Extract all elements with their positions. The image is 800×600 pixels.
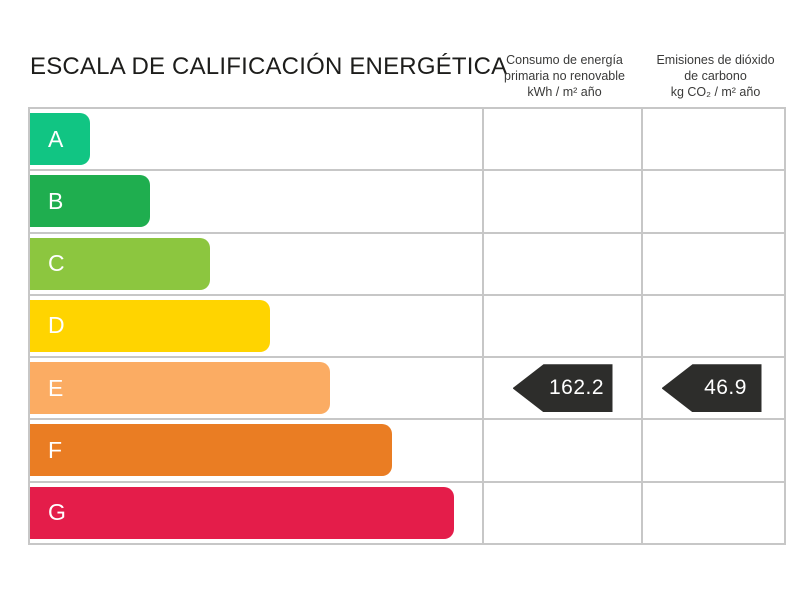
emissions-column-header: Emisiones de dióxido de carbono kg CO₂ /…: [645, 52, 786, 100]
emissions-cell-c: [643, 234, 780, 294]
rating-row-b: B: [30, 171, 784, 234]
consumption-column-header: Consumo de energía primaria no renovable…: [484, 52, 645, 100]
emissions-cell-b: [643, 171, 780, 231]
consumption-cell-b: [484, 171, 643, 232]
consumption-cell-c: [484, 233, 643, 294]
consumption-cell-a: [484, 109, 643, 170]
rating-table: A B C: [28, 107, 786, 545]
rating-bar-g: G: [30, 486, 454, 539]
rating-row-d: D: [30, 295, 784, 359]
rating-bar-e: E: [30, 362, 330, 415]
consumption-cell-f: [484, 420, 643, 481]
page-title: ESCALA DE CALIFICACIÓN ENERGÉTICA: [30, 53, 508, 80]
emissions-cell-f: [643, 420, 780, 480]
consumption-header-line-3: kWh / m² año: [527, 85, 602, 99]
rating-bar-f: F: [30, 424, 392, 477]
bar-cell-a: A: [30, 109, 484, 170]
consumption-header-line-1: Consumo de energía: [506, 53, 623, 67]
rating-row-f: F: [30, 420, 784, 483]
bar-cell-b: B: [30, 171, 484, 232]
rating-row-a: A: [30, 109, 784, 172]
rating-row-e: E 162.2 46.9: [30, 358, 784, 421]
emissions-cell-e: 46.9: [643, 358, 780, 418]
rating-letter-e: E: [48, 374, 64, 401]
rating-letter-c: C: [48, 250, 65, 277]
bar-cell-d: D: [30, 295, 484, 357]
rating-row-c: C: [30, 233, 784, 296]
rating-bar-a: A: [30, 113, 90, 165]
rating-letter-b: B: [48, 187, 64, 214]
consumption-cell-d: [484, 295, 643, 357]
emissions-value: 46.9: [704, 376, 747, 400]
emissions-header-line-2: de carbono: [684, 69, 747, 83]
bar-cell-f: F: [30, 420, 484, 481]
rating-letter-f: F: [48, 436, 63, 463]
consumption-value-arrow: 162.2: [512, 364, 613, 413]
rating-letter-a: A: [48, 125, 64, 152]
emissions-cell-d: [643, 296, 780, 356]
rating-letter-g: G: [48, 499, 66, 526]
consumption-cell-e: 162.2: [484, 358, 643, 419]
rating-letter-d: D: [48, 312, 65, 339]
consumption-header-line-2: primaria no renovable: [504, 69, 625, 83]
rating-bar-c: C: [30, 237, 210, 290]
bar-cell-e: E: [30, 358, 484, 419]
emissions-header-line-3: kg CO₂ / m² año: [670, 85, 761, 99]
bar-cell-c: C: [30, 233, 484, 294]
emissions-header-line-1: Emisiones de dióxido: [656, 53, 775, 67]
emissions-cell-g: [643, 483, 780, 543]
rating-bar-d: D: [30, 299, 270, 352]
consumption-cell-g: [484, 482, 643, 543]
emissions-value-arrow: 46.9: [661, 364, 762, 413]
rating-bar-b: B: [30, 175, 150, 228]
rating-row-g: G: [30, 482, 784, 543]
emissions-cell-a: [643, 109, 780, 169]
consumption-value: 162.2: [548, 376, 605, 400]
bar-cell-g: G: [30, 482, 484, 543]
